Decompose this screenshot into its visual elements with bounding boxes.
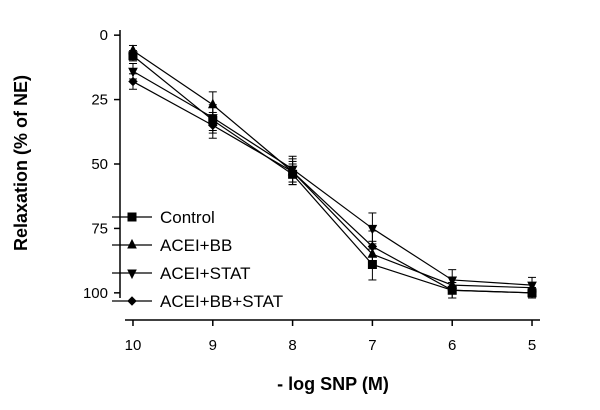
series-acei-stat	[128, 63, 537, 294]
x-tick-label: 6	[448, 337, 456, 354]
data-point	[128, 76, 138, 87]
series-line	[132, 81, 533, 294]
data-point	[527, 281, 537, 292]
x-tick-label: 8	[288, 337, 296, 354]
legend-item: ACEI+BB	[112, 236, 232, 255]
legend-label: ACEI+STAT	[160, 264, 251, 283]
legend-marker	[127, 238, 137, 249]
y-tick-label: 25	[91, 92, 108, 109]
series-line	[132, 50, 533, 289]
y-tick-label: 50	[91, 156, 108, 173]
y-tick-label: 0	[100, 27, 108, 44]
legend-marker	[127, 212, 137, 222]
data-point	[447, 285, 457, 295]
y-tick-label: 75	[91, 220, 108, 237]
data-point	[367, 241, 378, 252]
legend-marker	[127, 269, 137, 280]
y-axis-ticks: 0 25 50 75 100	[83, 27, 120, 302]
x-tick-label: 7	[368, 337, 376, 354]
data-point	[208, 120, 218, 131]
x-tick-label: 9	[209, 337, 217, 354]
series-acei-bb	[128, 44, 537, 294]
series-control	[128, 50, 537, 299]
data-point	[287, 167, 298, 177]
data-point	[128, 67, 138, 78]
series-layer	[128, 44, 537, 299]
data-point	[128, 44, 138, 55]
chart-axes: 0 25 50 75 100 10 9 8 7 6 5	[83, 27, 540, 354]
data-point	[447, 276, 458, 287]
legend-item: Control	[112, 208, 215, 227]
data-point	[527, 288, 537, 298]
data-point	[367, 224, 378, 235]
legend-item: ACEI+BB+STAT	[112, 292, 283, 311]
y-axis-title: Relaxation (% of NE)	[11, 75, 31, 251]
series-acei-bb-stat	[128, 73, 537, 299]
legend-item: ACEI+STAT	[112, 264, 251, 283]
legend: Control ACEI+BB ACEI+STAT ACEI+BB+STAT	[112, 208, 283, 311]
legend-label: ACEI+BB+STAT	[160, 292, 283, 311]
y-tick-label: 100	[83, 285, 108, 302]
legend-label: ACEI+BB	[160, 236, 232, 255]
x-tick-label: 5	[528, 337, 536, 354]
legend-label: Control	[160, 208, 215, 227]
series-line	[132, 70, 533, 286]
legend-marker	[127, 296, 137, 306]
x-axis-ticks: 10 9 8 7 6 5	[125, 320, 536, 354]
x-axis-title: - log SNP (M)	[277, 374, 389, 394]
x-tick-label: 10	[125, 337, 142, 354]
